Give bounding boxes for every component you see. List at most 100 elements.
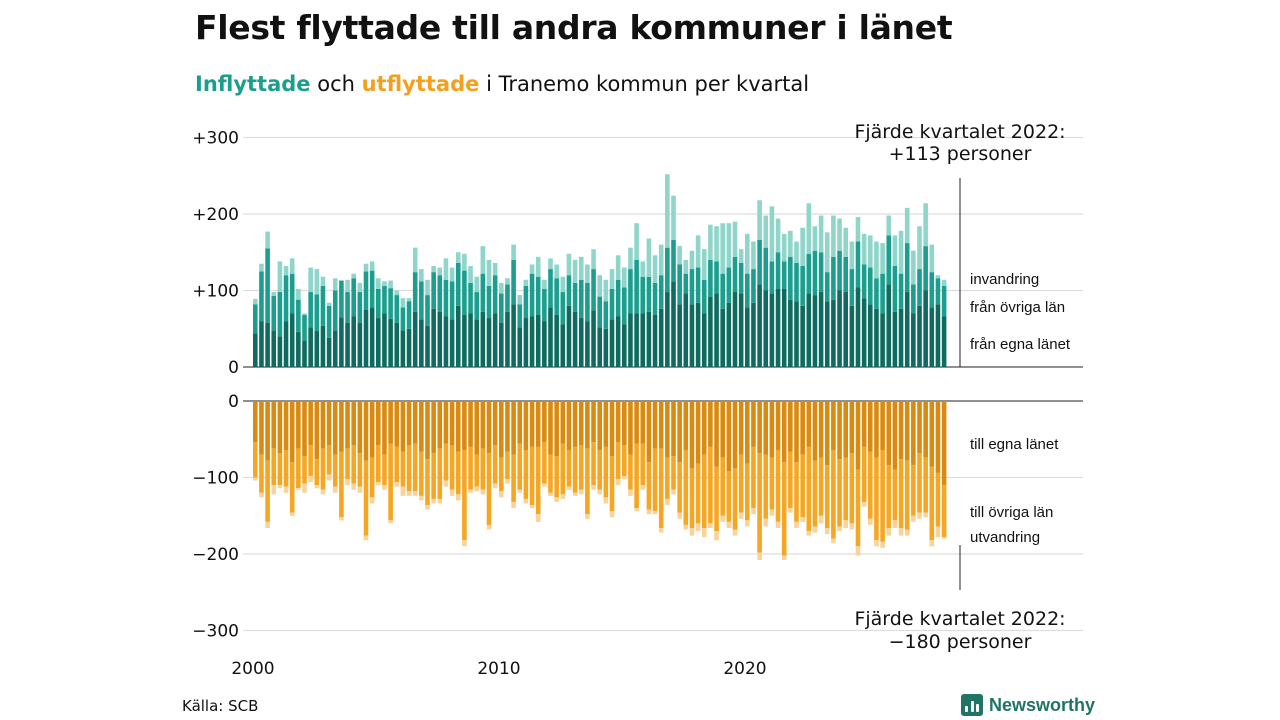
bar-segment-outflow (449, 445, 455, 490)
bar-segment-inflow (628, 269, 633, 314)
annotation-top-line1: Fjärde kvartalet 2022: (854, 121, 1065, 143)
bar-segment-inflow (714, 293, 719, 367)
bar-segment-outflow (357, 453, 363, 487)
bar-segment-outflow (585, 448, 590, 515)
bar-segment-outflow (917, 401, 922, 454)
bar-segment-inflow (935, 275, 941, 279)
bar-segment-inflow (677, 304, 682, 367)
bar-segment-outflow (788, 401, 793, 452)
bar-segment-outflow (376, 401, 381, 446)
bar-segment-inflow (468, 313, 473, 367)
bar-segment-inflow (849, 241, 855, 270)
bar-segment-outflow (683, 524, 689, 530)
bar-segment-inflow (529, 316, 535, 367)
bar-segment-outflow (794, 521, 799, 528)
bar-segment-inflow (812, 295, 818, 367)
bar-segment-inflow (751, 241, 756, 270)
bar-segment-outflow (486, 401, 492, 454)
bar-segment-outflow (892, 520, 898, 528)
bar-segment-inflow (554, 278, 559, 315)
bar-segment-inflow (542, 288, 547, 322)
bar-segment-outflow (394, 482, 400, 487)
bar-segment-inflow (412, 247, 418, 273)
bar-segment-inflow (732, 221, 738, 257)
bar-segment-outflow (714, 531, 719, 541)
bar-segment-inflow (775, 252, 781, 289)
bar-segment-inflow (634, 313, 639, 367)
bar-segment-inflow (326, 337, 332, 367)
bar-segment-outflow (394, 401, 400, 447)
bar-segment-outflow (357, 401, 363, 454)
bar-segment-outflow (794, 462, 799, 522)
bar-segment-inflow (837, 218, 842, 251)
bar-segment-inflow (874, 308, 879, 367)
bar-segment-inflow (911, 313, 916, 367)
bar-segment-inflow (671, 281, 676, 367)
bar-segment-inflow (449, 319, 455, 367)
bar-segment-outflow (529, 505, 535, 509)
bar-segment-outflow (462, 401, 467, 450)
bar-segment-inflow (566, 305, 572, 367)
bar-segment-inflow (591, 249, 596, 270)
bar-segment-outflow (634, 401, 639, 444)
bar-segment-inflow (492, 262, 498, 276)
bar-segment-outflow (677, 462, 682, 513)
bar-segment-inflow (376, 288, 381, 319)
bar-segment-outflow (345, 479, 350, 486)
bar-segment-outflow (935, 526, 941, 538)
bar-segment-outflow (720, 401, 725, 458)
bar-segment-inflow (880, 273, 885, 314)
bar-segment-inflow (283, 266, 289, 276)
bar-segment-outflow (363, 535, 369, 541)
bar-segment-inflow (265, 231, 270, 249)
bar-segment-outflow (868, 451, 873, 519)
bar-segment-outflow (296, 448, 301, 489)
bar-segment-outflow (406, 491, 412, 496)
bar-segment-inflow (806, 293, 812, 367)
brand-logo: Newsworthy (961, 694, 1095, 716)
bar-segment-outflow (726, 521, 732, 528)
bar-segment-outflow (757, 401, 762, 454)
bar-segment-outflow (665, 457, 670, 499)
bar-segment-inflow (671, 195, 676, 241)
bar-segment-outflow (640, 401, 646, 444)
bar-segment-inflow (412, 311, 418, 367)
bar-segment-outflow (289, 512, 295, 516)
brand-name: Newsworthy (989, 694, 1096, 715)
bar-segment-inflow (591, 310, 596, 367)
bar-segment-outflow (615, 442, 621, 480)
bar-segment-inflow (517, 295, 523, 305)
bar-segment-outflow (781, 555, 787, 561)
bar-segment-inflow (449, 281, 455, 320)
bar-segment-outflow (400, 486, 406, 496)
bar-segment-outflow (726, 401, 732, 472)
bar-segment-outflow (406, 445, 412, 492)
bar-segment-inflow (800, 266, 805, 306)
bar-segment-inflow (462, 253, 467, 271)
bar-segment-outflow (425, 505, 430, 510)
bar-segment-outflow (628, 401, 633, 455)
bar-segment-outflow (499, 457, 504, 492)
bar-segment-outflow (548, 492, 553, 496)
bar-segment-inflow (837, 250, 842, 291)
bar-segment-outflow (874, 401, 879, 458)
bar-segment-inflow (665, 292, 670, 367)
bar-segment-inflow (578, 256, 584, 280)
bar-segment-inflow (904, 243, 910, 293)
bar-segment-outflow (658, 448, 664, 528)
bar-segment-outflow (775, 401, 781, 450)
bar-segment-inflow (849, 305, 855, 367)
bar-segment-inflow (622, 324, 627, 367)
bar-segment-outflow (542, 483, 547, 487)
bar-segment-outflow (646, 401, 652, 463)
bar-segment-outflow (671, 401, 676, 457)
bar-segment-inflow (689, 304, 695, 367)
bar-segment-inflow (259, 321, 264, 367)
bar-segment-inflow (658, 308, 664, 367)
bar-segment-inflow (425, 325, 430, 367)
bar-segment-outflow (800, 401, 805, 455)
bar-segment-inflow (788, 230, 793, 257)
bar-segment-inflow (406, 298, 412, 302)
bar-segment-inflow (874, 241, 879, 279)
bar-segment-outflow (542, 401, 547, 443)
